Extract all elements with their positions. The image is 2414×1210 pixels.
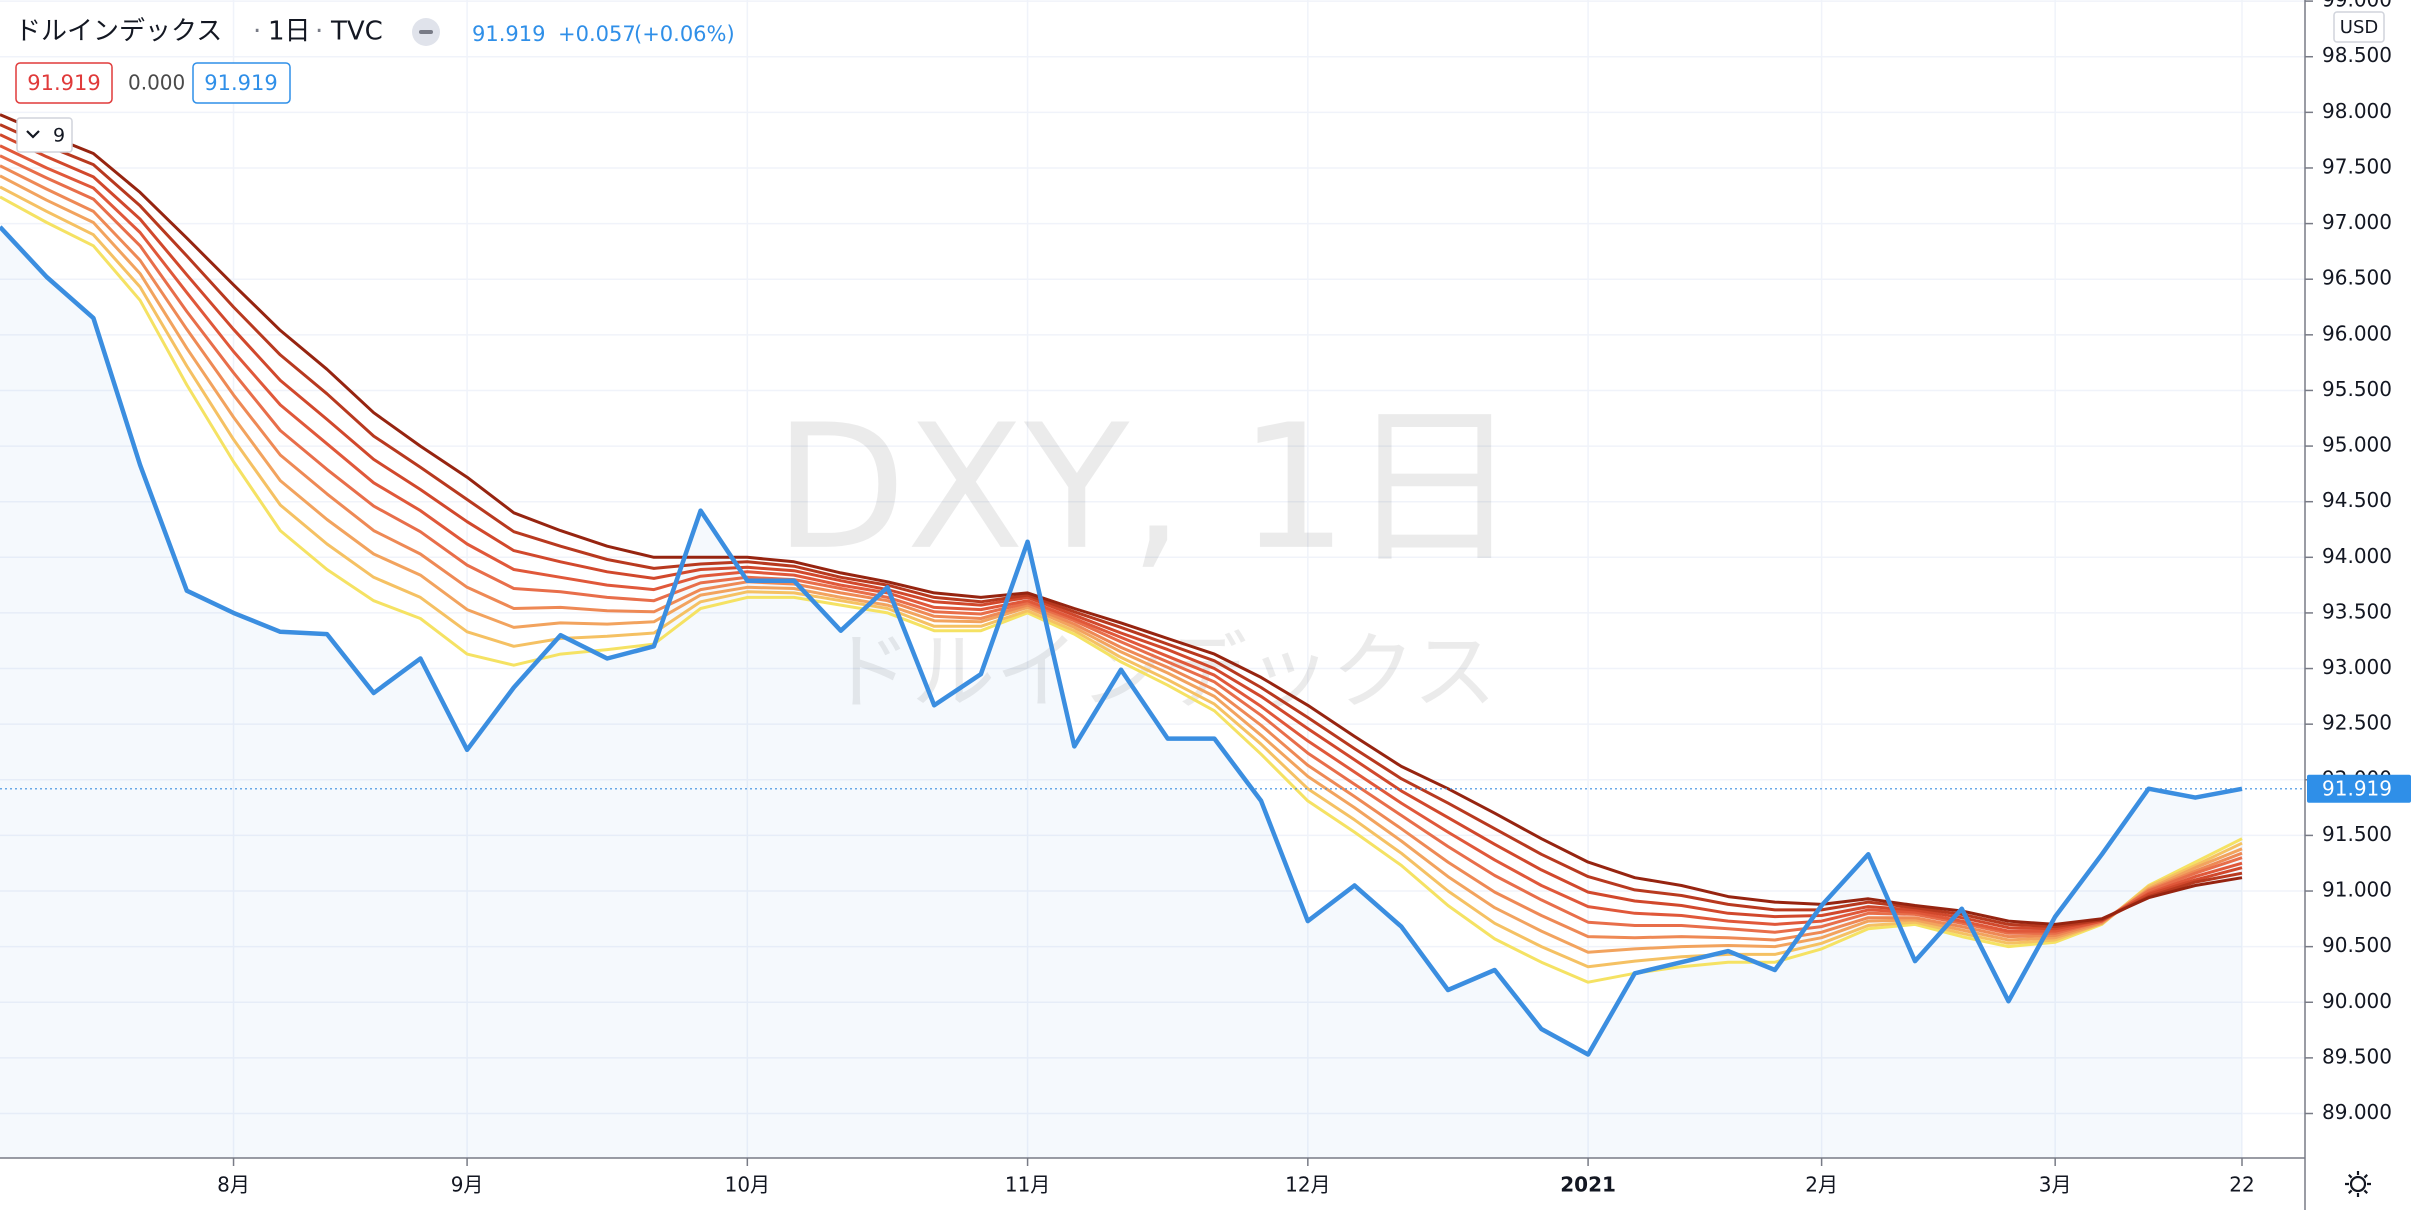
- currency-box[interactable]: [2333, 11, 2385, 43]
- right-axis-extras: USD: [2333, 11, 2385, 1197]
- indicator-value: 91.919: [27, 71, 100, 95]
- y-tick-label: 96.500: [2322, 266, 2392, 290]
- ema-line: [0, 113, 2243, 926]
- indicator-length: 9: [53, 125, 65, 147]
- watermark: DXY, 1日 ドルインデックス: [774, 387, 1520, 721]
- indicator-toggle[interactable]: [16, 117, 73, 153]
- symbol-name: ドルインデックス: [15, 17, 222, 47]
- indicator-box: [15, 62, 113, 104]
- ema-line: [0, 144, 2243, 933]
- y-tick-label: 99.000: [2322, 0, 2392, 12]
- x-tick-label: 9月: [451, 1173, 484, 1197]
- plot: [0, 113, 2305, 1158]
- x-tick-label: 12月: [1285, 1173, 1330, 1197]
- y-tick-label: 98.500: [2322, 43, 2392, 67]
- settings-icon-teeth: [2345, 1171, 2371, 1197]
- y-tick-label: 91.000: [2322, 878, 2392, 902]
- separator: ·: [315, 17, 323, 47]
- ema-line: [0, 154, 2243, 935]
- y-tick-label: 90.500: [2322, 933, 2392, 957]
- exchange: TVC: [330, 17, 383, 47]
- x-tick-label: 3月: [2039, 1173, 2072, 1197]
- y-tick-label: 94.500: [2322, 488, 2392, 512]
- ema-line: [0, 185, 2243, 969]
- separator: ·: [253, 17, 261, 47]
- last-price-tag: [2307, 774, 2411, 803]
- y-tick-label: 90.000: [2322, 989, 2392, 1013]
- y-tick-label: 94.000: [2322, 544, 2392, 568]
- settings-icon[interactable]: [2345, 1171, 2371, 1197]
- watermark-symbol: DXY, 1日: [774, 387, 1520, 588]
- indicator-box: [192, 62, 291, 104]
- interval: 1日: [268, 17, 311, 47]
- ema-line: [0, 123, 2243, 929]
- x-tick-label: 2月: [1805, 1173, 1838, 1197]
- ema-line: [0, 174, 2243, 954]
- chevron-icon: [26, 130, 40, 139]
- last-price: 91.919: [472, 22, 545, 46]
- y-tick-label: 95.000: [2322, 433, 2392, 457]
- settings-icon-ring: [2349, 1175, 2367, 1193]
- x-tick-label: 10月: [725, 1173, 770, 1197]
- price-area: [0, 226, 2242, 1158]
- y-tick-label: 93.000: [2322, 655, 2392, 679]
- price-change-pct: (+0.06%): [634, 22, 735, 46]
- y-tick-label: 98.000: [2322, 99, 2392, 123]
- price-change: +0.057: [558, 22, 636, 46]
- x-tick-label: 2021: [1560, 1173, 1616, 1197]
- y-tick-label: 96.000: [2322, 321, 2392, 345]
- y-tick-label: 92.500: [2322, 711, 2392, 735]
- x-tick-label: 11月: [1005, 1173, 1050, 1197]
- ema-line: [0, 133, 2243, 931]
- ema-line: [0, 195, 2243, 984]
- y-tick-label: 93.500: [2322, 599, 2392, 623]
- y-tick-label: 89.500: [2322, 1044, 2392, 1068]
- y-tick-label: 97.000: [2322, 210, 2392, 234]
- y-tick-label: 89.000: [2322, 1100, 2392, 1124]
- status-icon-dash: [419, 30, 433, 34]
- currency: USD: [2340, 17, 2378, 38]
- indicator-value: 0.000: [128, 71, 185, 95]
- price-line: [0, 225, 2243, 1057]
- x-tick-label: 22: [2229, 1173, 2254, 1197]
- y-tick-label: 95.500: [2322, 377, 2392, 401]
- y-tick-label: 97.500: [2322, 154, 2392, 178]
- ema-line: [0, 164, 2243, 942]
- y-tick-label: 91.500: [2322, 822, 2392, 846]
- header: ドルインデックス · 1日 · TVC 91.919 +0.057 (+0.06…: [15, 17, 735, 153]
- last-price-tag-label: 91.919: [2322, 776, 2392, 800]
- indicator-value: 91.919: [204, 71, 277, 95]
- x-tick-label: 8月: [217, 1173, 250, 1197]
